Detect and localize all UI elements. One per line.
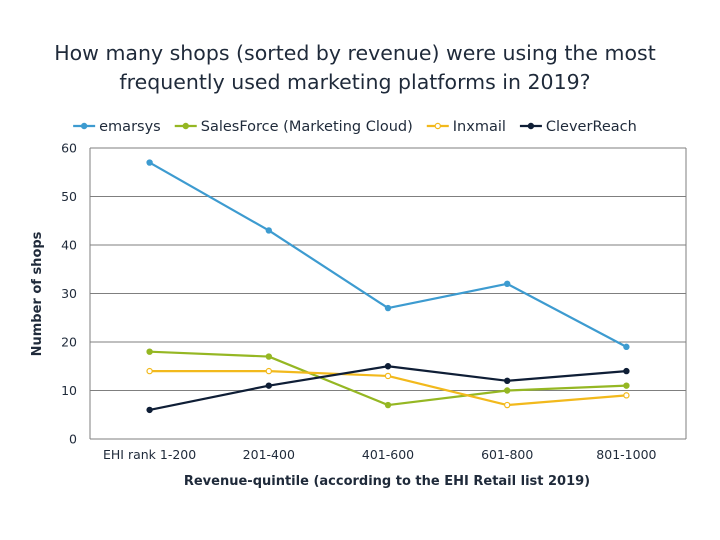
data-point — [623, 392, 630, 399]
x-axis-ticks: EHI rank 1-200 201-400 401-600 601-800 801-1… — [103, 447, 657, 462]
legend-item-1: SalesForce (Marketing Cloud) — [174, 119, 413, 135]
y-tick-label: 40 — [61, 238, 77, 253]
series-0 — [146, 159, 630, 351]
data-point — [146, 159, 153, 166]
data-point — [265, 227, 272, 234]
x-tick-label: EHI rank 1-200 — [103, 447, 196, 462]
data-point — [265, 382, 272, 389]
x-axis-label: Revenue-quintile (according to the EHI R… — [184, 474, 590, 489]
y-axis-label: Number of shops — [30, 231, 45, 356]
y-tick-label: 0 — [69, 432, 77, 447]
series-3 — [146, 363, 630, 414]
chart-title-line-2: frequently used marketing platforms in 2… — [119, 70, 590, 94]
data-point — [623, 382, 630, 389]
data-point — [504, 280, 511, 287]
chart-title-line-1: How many shops (sorted by revenue) were … — [54, 41, 656, 65]
gridlines — [89, 147, 687, 440]
legend-item-2: Inxmail — [426, 119, 506, 135]
legend-label: SalesForce (Marketing Cloud) — [201, 119, 413, 135]
data-point — [384, 401, 392, 409]
data-point — [146, 406, 153, 414]
x-tick-label: 401-600 — [362, 447, 414, 462]
series-1 — [146, 348, 630, 409]
legend-marker — [527, 122, 535, 130]
data-point — [384, 372, 392, 380]
series-lines — [146, 159, 630, 414]
x-tick-label: 201-400 — [243, 447, 295, 462]
y-tick-label: 10 — [61, 383, 77, 398]
data-point — [265, 367, 272, 375]
x-tick-label: 601-800 — [481, 447, 533, 462]
legend-label: emarsys — [99, 119, 161, 135]
series-2 — [146, 367, 630, 409]
legend-marker — [434, 122, 441, 130]
y-tick-label: 50 — [61, 189, 77, 204]
data-point — [623, 343, 630, 351]
legend-marker — [182, 122, 189, 130]
legend-item-3: CleverReach — [519, 119, 637, 135]
legend-label: Inxmail — [453, 119, 506, 135]
data-point — [384, 363, 392, 370]
data-point — [623, 367, 630, 375]
data-point — [384, 304, 392, 312]
legend-label: CleverReach — [546, 119, 637, 135]
x-tick-label: 801-1000 — [596, 447, 656, 462]
y-tick-label: 30 — [61, 286, 77, 301]
legend-item-0: emarsys — [73, 119, 161, 135]
y-axis-ticks: 0 10 20 30 40 50 60 — [61, 141, 77, 447]
data-point — [265, 353, 272, 360]
legend: emarsys SalesForce (Marketing Cloud) Inxma… — [73, 119, 637, 135]
data-point — [504, 377, 511, 384]
chart-title: How many shops (sorted by revenue) were … — [54, 41, 656, 94]
data-point — [504, 387, 511, 394]
series-line — [149, 161, 627, 348]
data-point — [504, 401, 511, 409]
y-tick-label: 20 — [61, 335, 77, 350]
data-point — [146, 367, 153, 375]
y-tick-label: 60 — [61, 141, 77, 156]
data-point — [146, 348, 153, 355]
legend-marker — [80, 122, 88, 130]
